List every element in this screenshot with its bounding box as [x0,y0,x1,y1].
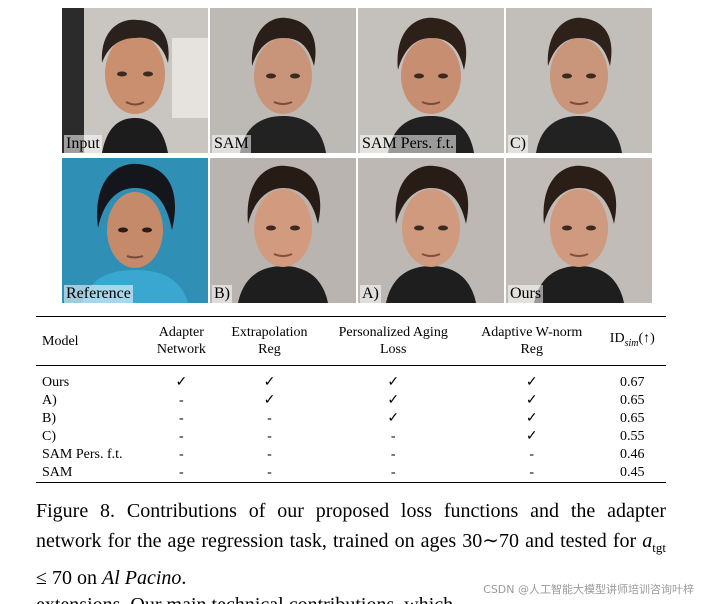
image-label: B) [212,285,232,303]
image-label: Ours [508,285,544,303]
header-line: Extrapolation [231,325,308,340]
ours-image: Ours [506,158,652,303]
cell-adapter: - [178,447,184,462]
header-personalized-aging: Personalized Aging Loss [322,317,465,366]
image-label: Input [64,135,102,153]
c-image: C) [506,8,652,153]
cell-model: SAM Pers. f.t. [42,447,123,462]
face-photo [62,8,208,153]
header-line: Network [156,342,206,357]
caption-text: . [181,567,187,589]
cell-extrap: - [267,447,272,462]
header-line: Personalized Aging [338,325,448,340]
cell-adapter: - [178,411,184,426]
image-label: A) [360,285,381,303]
cell-model: B) [42,411,56,426]
table-row: Ours ✓ ✓ ✓ ✓ 0.67 [36,366,666,393]
header-model: Model [42,333,79,349]
image-label: SAM Pers. f.t. [360,135,457,153]
cell-paging: ✓ [387,375,400,390]
header-sim-sub: sim [624,337,639,349]
face-photo [210,8,356,153]
header-line: Adaptive W-norm [481,325,583,340]
watermark: CSDN @人工智能大模型讲师培训咨询叶梓 [481,581,696,597]
cell-extrap: ✓ [263,375,276,390]
cell-idsim: 0.65 [620,411,645,426]
sam-image: SAM [210,8,356,153]
table-row: C) - - - ✓ 0.55 [36,428,666,446]
caption-text: ≤ 70 on [36,567,102,589]
header-line: Reg [258,342,281,357]
input-image: Input [62,8,208,153]
cell-paging: - [390,429,396,444]
header-wnorm: Adaptive W-norm Reg [465,317,599,366]
cell-extrap: - [267,411,272,426]
cell-adapter: - [178,393,184,408]
cell-model: Ours [42,375,70,390]
cell-wnorm: ✓ [525,429,538,444]
header-idsim: IDsim(↑) [599,317,666,366]
cell-extrap: ✓ [263,393,276,408]
reference-image: Reference [62,158,208,303]
table-row: SAM Pers. f.t. - - - - 0.46 [36,446,666,464]
table-row: A) - ✓ ✓ ✓ 0.65 [36,392,666,410]
sam-pers-ft-image: SAM Pers. f.t. [358,8,504,153]
figure-caption: Figure 8. Contributions of our proposed … [36,496,666,593]
a-image: A) [358,158,504,303]
cell-extrap: - [267,429,272,444]
header-line: Loss [379,342,407,357]
header-id: ID [609,331,625,347]
cell-paging: ✓ [387,411,400,426]
cell-model: A) [42,393,57,408]
header-line: Reg [520,342,543,357]
face-photo [210,158,356,303]
header-extrapolation: Extrapolation Reg [217,317,321,366]
cell-wnorm: ✓ [525,375,538,390]
cell-extrap: - [267,465,272,480]
face-photo [506,158,652,303]
cutoff-body-text: extensions. Our main technical contribut… [36,590,666,604]
cell-wnorm: ✓ [525,393,538,408]
cell-adapter: ✓ [175,375,188,390]
cell-idsim: 0.67 [620,375,645,390]
cell-paging: - [390,465,396,480]
table-row: SAM - - - - 0.45 [36,464,666,483]
caption-variable-subscript: tgt [652,540,666,555]
cell-model: C) [42,429,56,444]
face-photo [62,158,208,303]
header-line: Adapter [158,325,204,340]
cell-adapter: - [178,465,184,480]
image-label: SAM [212,135,251,153]
image-label: Reference [64,285,133,303]
cell-wnorm: ✓ [525,411,538,426]
cell-idsim: 0.65 [620,393,645,408]
caption-text: Figure 8. Contributions of our proposed … [36,500,666,552]
caption-variable: a [642,530,653,552]
cell-model: SAM [42,465,73,480]
table-row: B) - - ✓ ✓ 0.65 [36,410,666,428]
cell-paging: - [390,447,396,462]
face-photo [506,8,652,153]
caption-subject-name: Al Pacino [101,567,182,589]
figure-image-grid: Input SAM SAM Pers. f.t. [62,8,652,304]
cell-wnorm: - [529,465,535,480]
cell-idsim: 0.45 [620,465,645,480]
cell-idsim: 0.46 [620,447,645,462]
header-adapter: Adapter Network [145,317,217,366]
image-label: C) [508,135,528,153]
cell-adapter: - [178,429,184,444]
cell-paging: ✓ [387,393,400,408]
cell-idsim: 0.55 [620,429,645,444]
face-photo [358,158,504,303]
table-header-row: Model Adapter Network Extrapolation Reg Pe… [36,316,666,366]
results-table: Model Adapter Network Extrapolation Reg Pe… [36,316,666,483]
b-image: B) [210,158,356,303]
header-arrow: (↑) [638,331,655,347]
cell-wnorm: - [529,447,535,462]
face-photo [358,8,504,153]
